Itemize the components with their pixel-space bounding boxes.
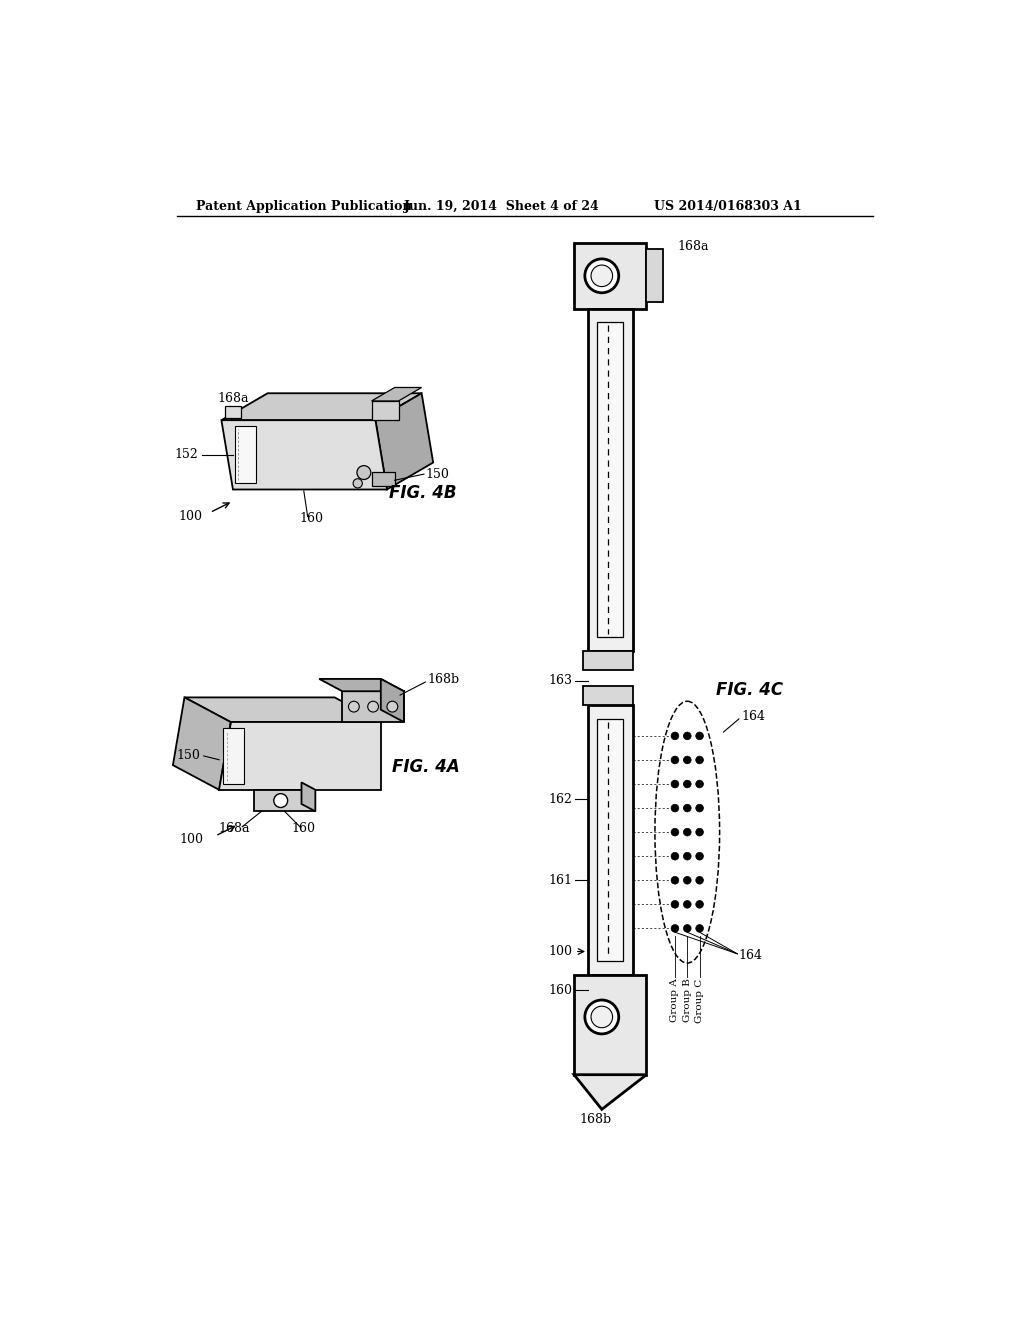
Circle shape (683, 804, 691, 812)
Text: FIG. 4A: FIG. 4A (392, 758, 460, 776)
Polygon shape (234, 426, 256, 483)
Circle shape (683, 853, 691, 861)
Text: 160: 160 (299, 512, 324, 525)
Polygon shape (254, 789, 315, 812)
Circle shape (695, 756, 703, 764)
Text: 168a: 168a (677, 240, 709, 253)
Polygon shape (583, 651, 634, 671)
Polygon shape (372, 388, 422, 401)
Circle shape (671, 804, 679, 812)
Text: FIG. 4B: FIG. 4B (388, 484, 456, 503)
Circle shape (695, 924, 703, 932)
Text: Group B: Group B (683, 978, 692, 1022)
Polygon shape (301, 783, 315, 812)
Polygon shape (381, 678, 403, 722)
Polygon shape (646, 249, 664, 302)
Text: 168b: 168b (427, 673, 459, 686)
Text: 164: 164 (741, 710, 765, 723)
Circle shape (683, 924, 691, 932)
Text: Group A: Group A (671, 978, 680, 1022)
Circle shape (683, 876, 691, 884)
Circle shape (671, 900, 679, 908)
Polygon shape (574, 243, 646, 309)
Circle shape (591, 1006, 612, 1028)
Polygon shape (583, 686, 634, 705)
Circle shape (683, 756, 691, 764)
Text: 100: 100 (549, 945, 572, 958)
Circle shape (585, 259, 618, 293)
Circle shape (273, 793, 288, 808)
Polygon shape (184, 697, 381, 722)
Text: 160: 160 (549, 983, 572, 997)
Text: 161: 161 (549, 874, 572, 887)
Text: 168a: 168a (217, 392, 249, 405)
Circle shape (353, 479, 362, 488)
Circle shape (671, 876, 679, 884)
Circle shape (671, 924, 679, 932)
Text: 168a: 168a (219, 822, 250, 834)
Circle shape (683, 900, 691, 908)
Polygon shape (376, 393, 433, 490)
Text: 168b: 168b (580, 1113, 611, 1126)
Polygon shape (597, 322, 624, 638)
Circle shape (683, 780, 691, 788)
Polygon shape (219, 722, 381, 789)
Polygon shape (574, 1074, 646, 1109)
Circle shape (695, 900, 703, 908)
Polygon shape (342, 692, 403, 722)
Text: 162: 162 (549, 793, 572, 807)
Text: 164: 164 (739, 949, 763, 962)
Text: 163: 163 (549, 675, 572, 688)
Circle shape (591, 265, 612, 286)
Circle shape (348, 701, 359, 711)
Text: 100: 100 (178, 510, 202, 523)
Circle shape (695, 853, 703, 861)
Polygon shape (223, 729, 244, 784)
Circle shape (695, 780, 703, 788)
Text: US 2014/0168303 A1: US 2014/0168303 A1 (654, 199, 802, 213)
Polygon shape (225, 407, 241, 418)
Circle shape (695, 876, 703, 884)
Circle shape (695, 733, 703, 739)
Polygon shape (173, 697, 230, 789)
Polygon shape (221, 393, 422, 420)
Polygon shape (372, 401, 398, 420)
Circle shape (671, 853, 679, 861)
Circle shape (695, 804, 703, 812)
Text: Group C: Group C (695, 978, 705, 1023)
Text: 160: 160 (292, 822, 315, 834)
Circle shape (368, 701, 379, 711)
Circle shape (671, 780, 679, 788)
Circle shape (387, 701, 397, 711)
Circle shape (671, 829, 679, 836)
Circle shape (683, 733, 691, 739)
Text: Jun. 19, 2014  Sheet 4 of 24: Jun. 19, 2014 Sheet 4 of 24 (403, 199, 600, 213)
Polygon shape (319, 678, 403, 692)
Polygon shape (588, 309, 633, 651)
Text: 152: 152 (174, 449, 199, 462)
Text: FIG. 4C: FIG. 4C (716, 681, 783, 698)
Text: 100: 100 (179, 833, 204, 846)
Circle shape (695, 829, 703, 836)
Circle shape (683, 829, 691, 836)
Polygon shape (372, 471, 394, 486)
Circle shape (357, 466, 371, 479)
Polygon shape (221, 420, 387, 490)
Text: 150: 150 (176, 750, 200, 763)
Text: 150: 150 (425, 467, 450, 480)
Text: Patent Application Publication: Patent Application Publication (196, 199, 412, 213)
Polygon shape (574, 974, 646, 1074)
Polygon shape (597, 719, 624, 961)
Circle shape (671, 733, 679, 739)
Polygon shape (588, 705, 633, 974)
Circle shape (671, 756, 679, 764)
Circle shape (585, 1001, 618, 1034)
